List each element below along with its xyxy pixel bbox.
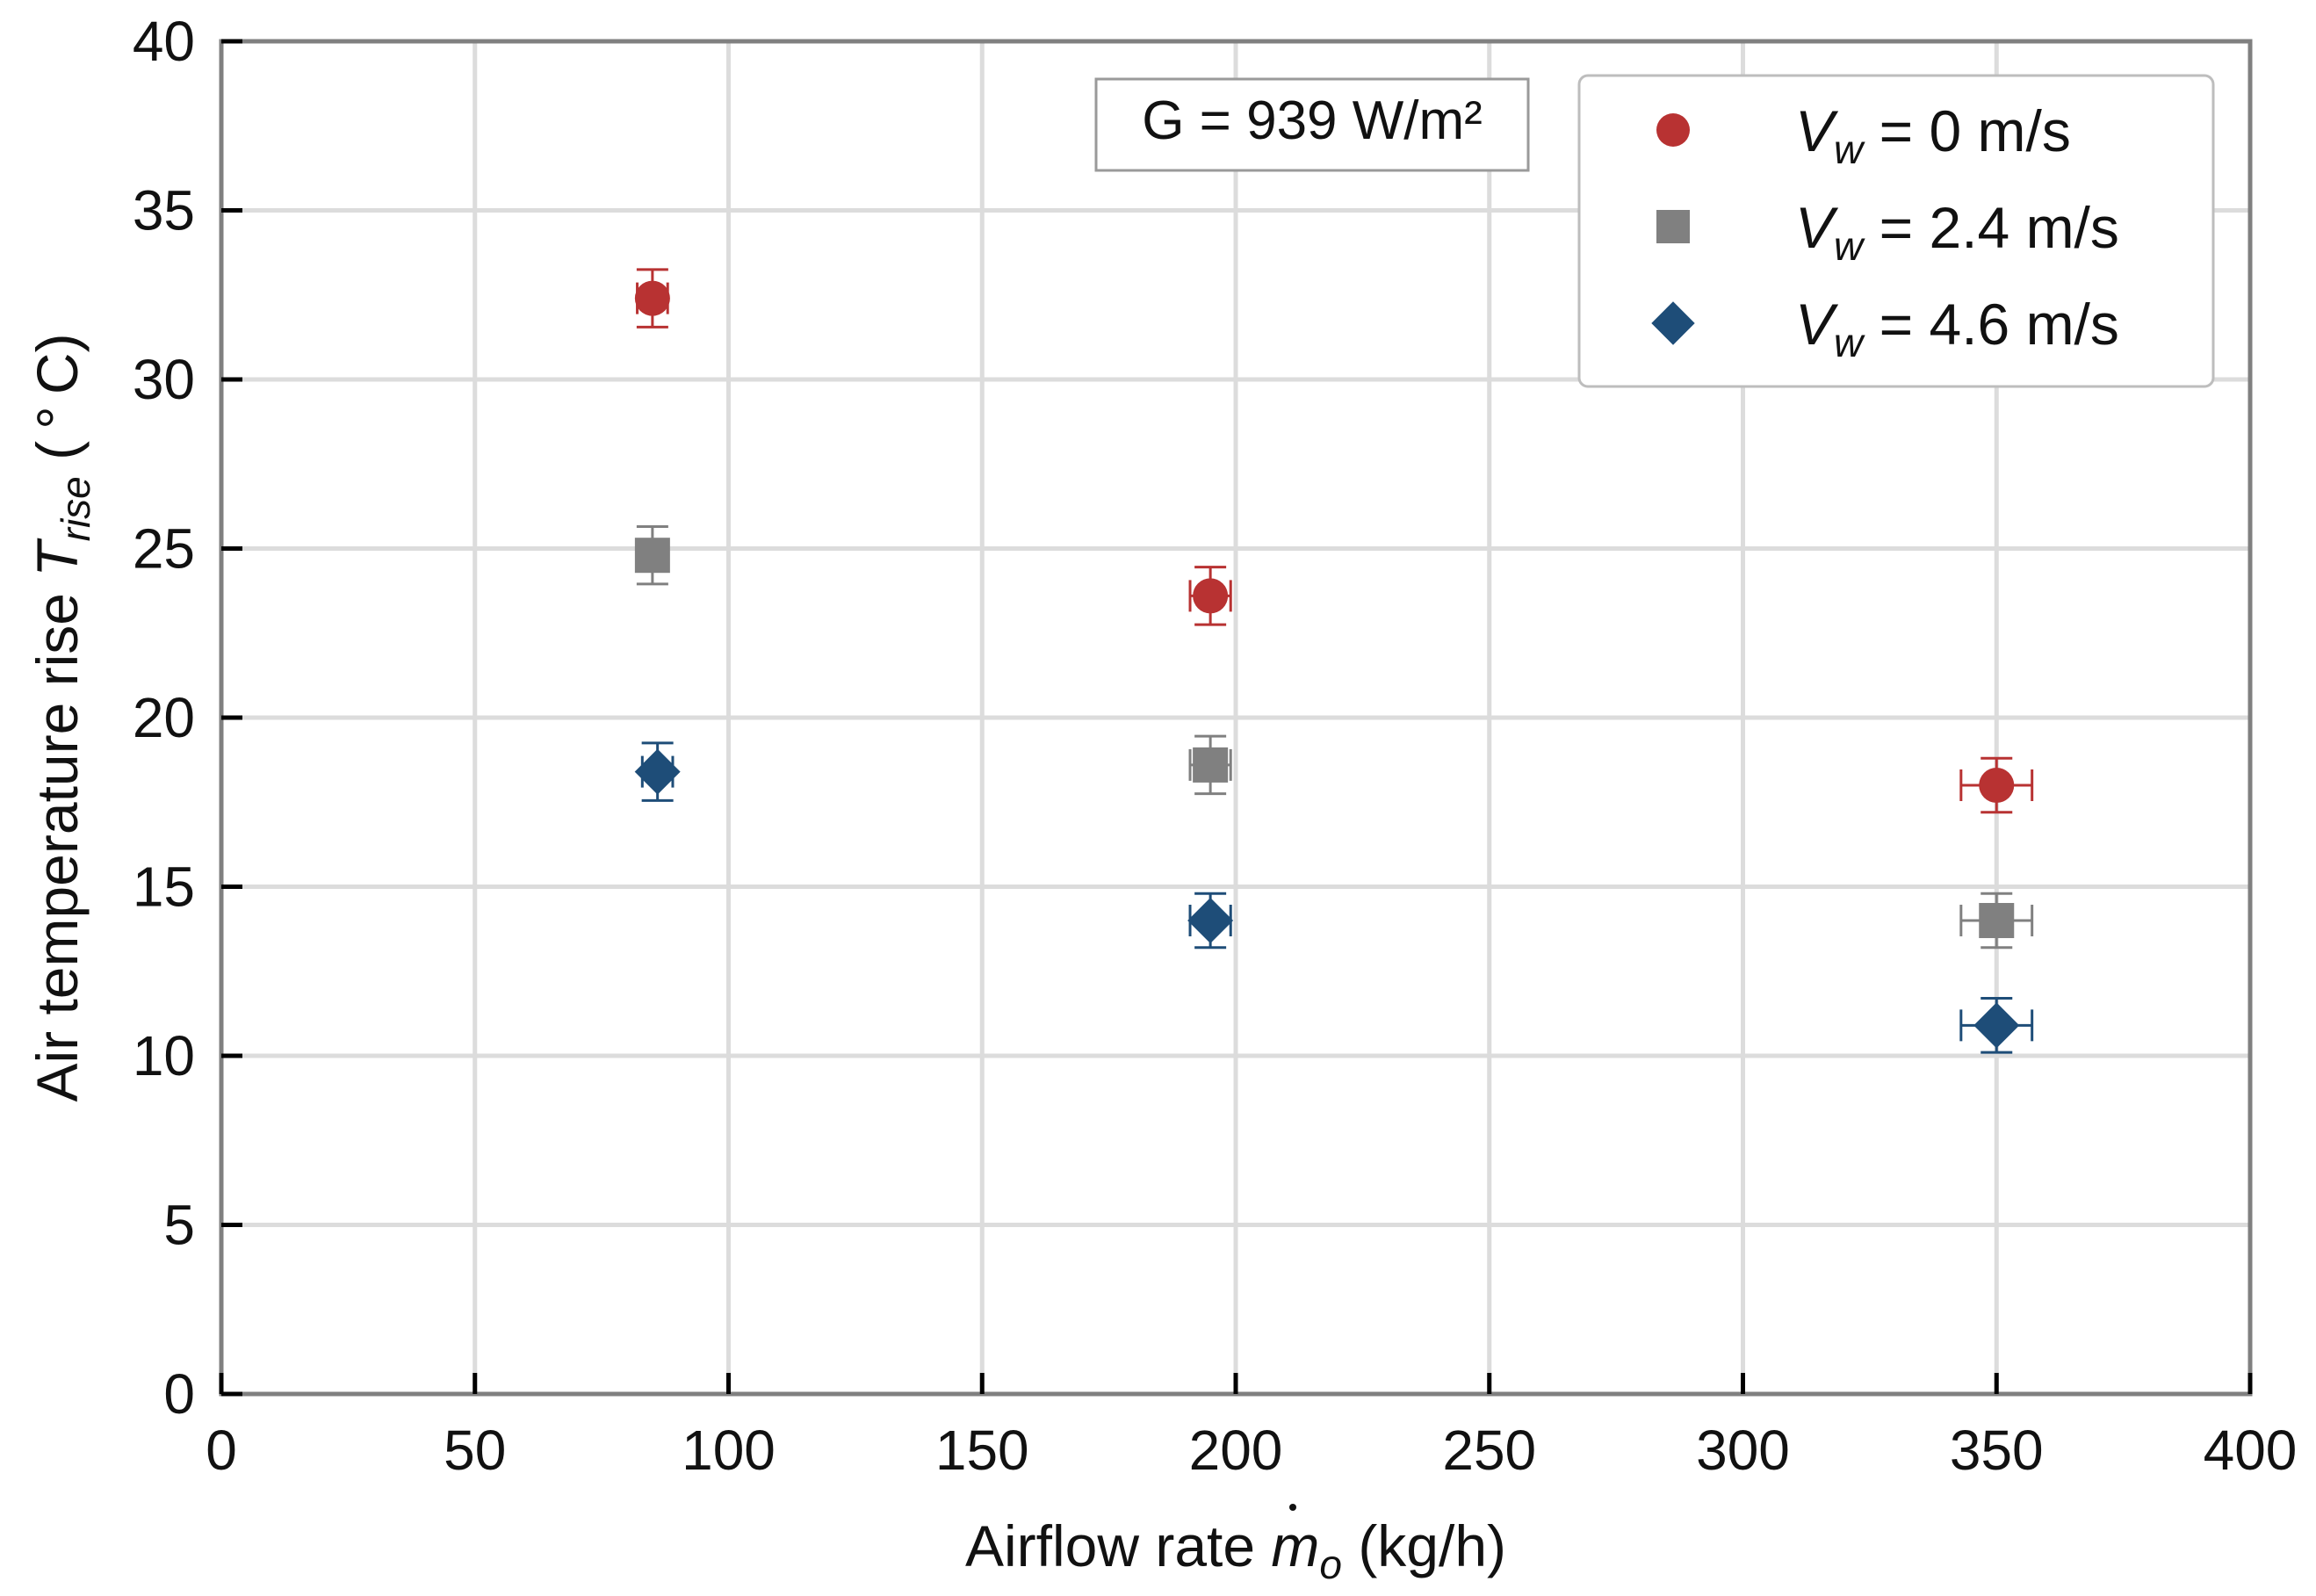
y-tick-label: 20: [133, 686, 195, 749]
y-axis-sub: rise: [53, 476, 98, 541]
legend-marker-circle: [1656, 113, 1690, 147]
data-point: [1193, 578, 1229, 614]
series-diamond: [634, 741, 2034, 1054]
legend: Vw = 0 m/s Vw = 2.4 m/s Vw = 4.6 m/s: [1577, 74, 2215, 388]
x-tick-label: 150: [935, 1419, 1029, 1482]
data-series: [634, 268, 2034, 1054]
y-tick-label: 0: [163, 1362, 195, 1426]
x-tick-label: 50: [444, 1419, 506, 1482]
data-point: [1979, 768, 2015, 803]
x-tick-label: 350: [1950, 1419, 2044, 1482]
x-axis-sub: o: [1319, 1542, 1342, 1587]
y-tick-label: 35: [133, 179, 195, 242]
series-square: [634, 524, 2034, 950]
y-tick-label: 40: [133, 10, 195, 73]
data-point: [634, 748, 681, 795]
y-tick-label: 10: [133, 1024, 195, 1087]
legend-label: Vw = 4.6 m/s: [1795, 292, 2119, 365]
annotation-text: G = 939 W/m²: [1142, 90, 1483, 151]
y-tick-label: 15: [133, 856, 195, 919]
irradiance-annotation: G = 939 W/m²: [1094, 77, 1530, 172]
data-point: [1973, 1002, 2020, 1049]
y-axis-var: T: [25, 538, 90, 577]
y-tick-label: 25: [133, 517, 195, 581]
x-tick-label: 400: [2204, 1419, 2298, 1482]
data-point: [634, 280, 670, 316]
x-tick-label: 0: [206, 1419, 237, 1482]
x-tick-label: 300: [1696, 1419, 1790, 1482]
data-point: [634, 538, 670, 574]
y-axis-label: Air temperature rise Trise ( ° C): [25, 333, 98, 1101]
x-axis-label: Airflow rate mo (kg/h): [965, 1513, 1506, 1587]
legend-label: Vw = 0 m/s: [1795, 98, 2071, 172]
x-axis-dot-accent: [1289, 1504, 1296, 1511]
x-tick-label: 200: [1189, 1419, 1283, 1482]
y-tick-label: 5: [163, 1194, 195, 1257]
axis-ticks: 0 50 100 150 200 250 300 350 400 0 5 10 15 20 25 30 35 40: [133, 10, 2298, 1482]
legend-label: Vw = 2.4 m/s: [1795, 195, 2119, 269]
data-point: [1193, 747, 1229, 783]
data-point: [1187, 898, 1234, 943]
x-tick-label: 100: [682, 1419, 776, 1482]
series-circle: [634, 268, 2034, 814]
annotation-box: [1094, 77, 1530, 172]
legend-items: Vw = 0 m/s Vw = 2.4 m/s Vw = 4.6 m/s: [1651, 98, 2119, 365]
y-tick-label: 30: [133, 348, 195, 411]
x-axis-var: m: [1271, 1513, 1319, 1578]
legend-box: [1577, 74, 2215, 388]
legend-marker-diamond: [1651, 301, 1695, 345]
data-point: [1979, 903, 2015, 938]
x-tick-label: 250: [1442, 1419, 1536, 1482]
legend-marker-square: [1656, 210, 1690, 243]
